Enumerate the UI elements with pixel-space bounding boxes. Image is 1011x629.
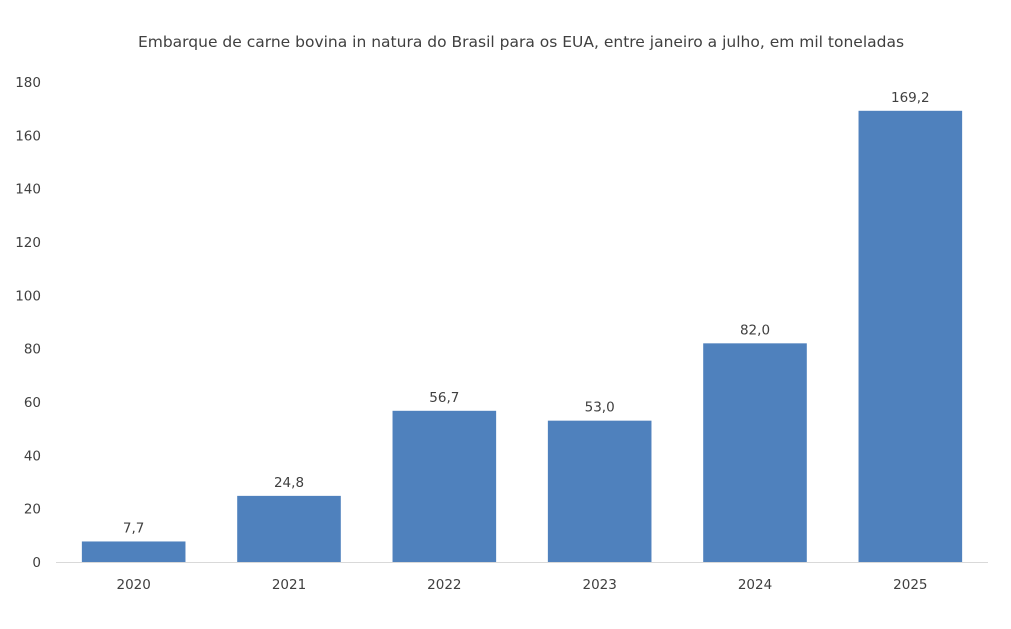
x-tick-label: 2022	[427, 577, 461, 593]
data-label: 82,0	[740, 322, 770, 338]
y-tick-label: 80	[24, 342, 41, 358]
y-axis: 0 20 40 60 80 100 120 140 160 180	[15, 75, 41, 571]
x-axis: 2020 2021 2022 2023 2024 2025	[116, 577, 927, 593]
y-tick-label: 60	[24, 395, 41, 411]
x-tick-label: 2021	[272, 577, 306, 593]
x-tick-label: 2023	[582, 577, 616, 593]
chart-title: Embarque de carne bovina in natura do Br…	[138, 33, 904, 51]
x-tick-label: 2020	[116, 577, 150, 593]
y-tick-label: 40	[24, 448, 41, 464]
bar-2022	[392, 410, 497, 562]
y-tick-label: 140	[15, 182, 41, 198]
data-label: 53,0	[585, 400, 615, 416]
data-label: 56,7	[429, 390, 459, 406]
x-tick-label: 2024	[738, 577, 772, 593]
bar-2021	[237, 495, 341, 562]
bar-2020	[81, 541, 186, 562]
data-label: 24,8	[274, 475, 304, 491]
x-tick-label: 2025	[893, 577, 927, 593]
data-label: 7,7	[123, 520, 144, 536]
data-label: 169,2	[891, 90, 930, 106]
y-tick-label: 100	[15, 288, 41, 304]
y-tick-label: 120	[15, 235, 41, 251]
bar-2024	[703, 343, 807, 562]
bar-2025	[858, 110, 963, 563]
bar-2023	[547, 420, 652, 562]
y-tick-label: 180	[15, 75, 41, 91]
bars: 7,7 24,8 56,7 53,0 82,0 169,2	[81, 90, 963, 563]
y-tick-label: 20	[24, 502, 41, 518]
y-tick-label: 160	[15, 128, 41, 144]
y-tick-label: 0	[32, 555, 41, 571]
